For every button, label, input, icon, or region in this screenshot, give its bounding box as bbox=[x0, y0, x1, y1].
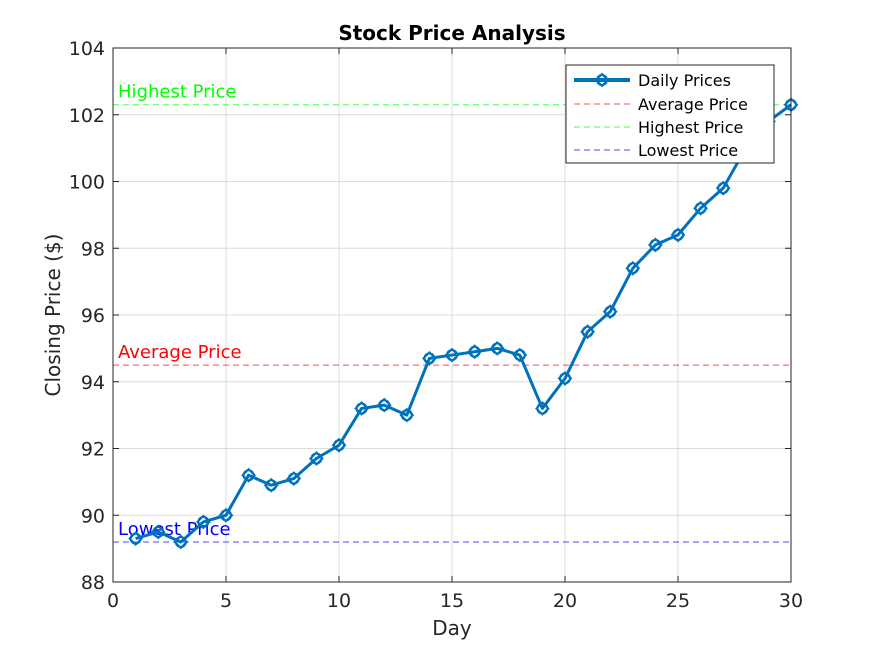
data-point bbox=[580, 324, 596, 340]
legend-label-reference: Lowest Price bbox=[638, 141, 738, 160]
data-point bbox=[376, 397, 392, 413]
data-point-diamond bbox=[421, 350, 437, 366]
data-point bbox=[150, 524, 166, 540]
reference-line-label: Average Price bbox=[118, 342, 242, 363]
data-point-diamond bbox=[308, 451, 324, 466]
data-point bbox=[331, 437, 347, 453]
y-tick-label: 102 bbox=[69, 105, 105, 127]
data-point-diamond bbox=[241, 467, 257, 483]
data-point bbox=[308, 451, 324, 466]
data-point bbox=[670, 227, 686, 243]
data-point bbox=[354, 401, 370, 416]
y-tick-label: 104 bbox=[69, 38, 105, 60]
axis-ticks: 0 5 10 15 20 25 30 88 90 92 94 96 98 100 102 104 bbox=[69, 38, 803, 612]
y-tick-label: 100 bbox=[69, 172, 105, 194]
y-axis-label: Closing Price ($) bbox=[41, 234, 65, 397]
data-point bbox=[647, 237, 663, 253]
data-point bbox=[557, 370, 573, 386]
data-point-diamond bbox=[534, 401, 550, 416]
data-point-diamond bbox=[693, 200, 709, 216]
data-point bbox=[263, 477, 279, 493]
y-tick-label: 88 bbox=[81, 572, 105, 594]
data-point-diamond bbox=[218, 507, 234, 523]
y-tick-label: 96 bbox=[81, 305, 105, 327]
data-point-diamond bbox=[195, 514, 211, 530]
data-point-diamond bbox=[670, 227, 686, 243]
data-point bbox=[534, 401, 550, 416]
data-point bbox=[625, 260, 641, 276]
data-point bbox=[241, 467, 257, 483]
legend-label-reference: Highest Price bbox=[638, 118, 743, 137]
data-point-diamond bbox=[625, 260, 641, 276]
y-tick-label: 92 bbox=[81, 439, 105, 461]
data-point bbox=[693, 200, 709, 216]
data-point-diamond bbox=[512, 347, 528, 363]
data-point bbox=[715, 180, 731, 196]
data-point bbox=[602, 304, 618, 320]
x-tick-label: 5 bbox=[220, 590, 232, 612]
y-tick-label: 94 bbox=[81, 372, 105, 394]
data-point-diamond bbox=[580, 324, 596, 340]
x-tick-label: 30 bbox=[779, 590, 803, 612]
legend-label-reference: Average Price bbox=[638, 95, 748, 114]
x-axis-label: Day bbox=[432, 616, 472, 640]
data-point-diamond bbox=[128, 531, 144, 547]
legend-label-daily-prices: Daily Prices bbox=[638, 71, 731, 90]
y-tick-label: 90 bbox=[81, 505, 105, 527]
data-point bbox=[399, 407, 415, 423]
data-point-diamond bbox=[331, 437, 347, 453]
data-point-diamond bbox=[263, 477, 279, 493]
reference-line-label: Highest Price bbox=[118, 82, 237, 103]
x-tick-label: 15 bbox=[440, 590, 464, 612]
x-tick-label: 0 bbox=[107, 590, 119, 612]
data-point bbox=[128, 531, 144, 547]
data-point bbox=[173, 534, 189, 550]
data-point-diamond bbox=[467, 344, 483, 360]
data-point-diamond bbox=[444, 347, 460, 363]
chart-title: Stock Price Analysis bbox=[338, 21, 565, 45]
x-tick-label: 20 bbox=[553, 590, 577, 612]
data-point-diamond bbox=[557, 370, 573, 386]
data-point-diamond bbox=[376, 397, 392, 413]
data-point-diamond bbox=[150, 524, 166, 540]
data-point bbox=[489, 340, 505, 356]
data-point bbox=[421, 350, 437, 366]
data-point bbox=[467, 344, 483, 360]
data-point bbox=[444, 347, 460, 363]
data-point-diamond bbox=[647, 237, 663, 253]
data-point-diamond bbox=[489, 340, 505, 356]
data-point-diamond bbox=[715, 180, 731, 196]
x-tick-label: 10 bbox=[327, 590, 351, 612]
legend: Daily Prices Average Price Highest Price Lo… bbox=[565, 64, 775, 164]
data-point bbox=[286, 471, 302, 486]
x-tick-label: 25 bbox=[666, 590, 690, 612]
data-point-diamond bbox=[286, 471, 302, 486]
data-point-diamond bbox=[602, 304, 618, 320]
data-point-diamond bbox=[173, 534, 189, 550]
reference-line-label: Lowest Price bbox=[118, 519, 231, 540]
data-point bbox=[218, 507, 234, 523]
data-point bbox=[512, 347, 528, 363]
data-point-diamond bbox=[354, 401, 370, 416]
data-point bbox=[195, 514, 211, 530]
legend-marker-diamond bbox=[594, 72, 610, 88]
y-tick-label: 98 bbox=[81, 238, 105, 260]
data-point-diamond bbox=[399, 407, 415, 423]
